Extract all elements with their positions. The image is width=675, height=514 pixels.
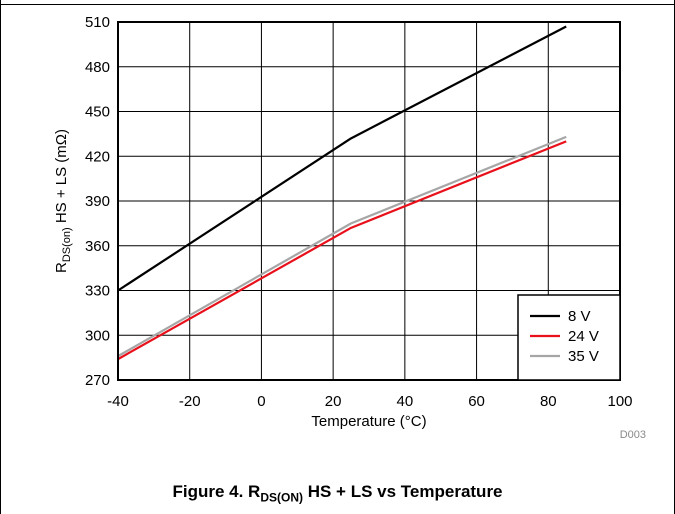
y-tick-label: 510 [85,14,110,31]
x-tick-label: 0 [257,393,265,410]
x-tick-label: 20 [325,393,342,410]
y-axis-label-suffix: HS + LS (mΩ) [53,129,70,227]
series-layer [117,25,567,361]
y-tick-label: 270 [85,372,110,389]
caption-subscript: DS(ON) [260,490,303,505]
series-line-3 [117,135,567,358]
x-tick-label: 60 [468,393,485,410]
figure-caption: Figure 4. RDS(ON) HS + LS vs Temperature [0,482,675,504]
x-tick-label: -20 [179,393,201,410]
y-tick-label: 330 [85,283,110,300]
legend: 8 V 24 V 35 V [517,294,621,381]
y-tick-label: 420 [85,148,110,165]
x-tick-label: 40 [397,393,414,410]
y-tick-label: 480 [85,59,110,76]
frame-left-border [0,0,1,514]
legend-box [517,294,621,381]
x-tick-label: -40 [107,393,129,410]
y-tick-label: 450 [85,104,110,121]
frame-top-border [0,4,675,5]
legend-label-1: 8 V [568,308,591,325]
x-axis-label: Temperature (°C) [311,413,426,430]
x-tick-label: 80 [540,393,557,410]
y-axis-label-sub: DS(on) [61,227,73,262]
legend-label-3: 35 V [568,348,599,365]
y-tick-label: 300 [85,327,110,344]
caption-prefix: Figure 4. R [172,482,261,501]
y-tick-label: 390 [85,193,110,210]
legend-label-2: 24 V [568,328,599,345]
x-tick-label: 100 [607,393,632,410]
plot-border [117,21,621,381]
chart: -40 -20 0 20 40 60 80 100 270 300 330 360 390 420 450 4… [53,14,646,441]
y-axis-label-prefix: R [53,262,70,273]
series-line-2 [117,140,567,361]
y-axis-label: RDS(on) HS + LS (mΩ) [53,129,73,273]
chart-id-annotation: D003 [620,429,646,441]
series-line-1 [117,25,567,292]
caption-suffix: HS + LS vs Temperature [303,482,503,501]
tick-labels: -40 -20 0 20 40 60 80 100 270 300 330 360 390 420 450 4… [85,14,633,410]
y-tick-label: 360 [85,238,110,255]
